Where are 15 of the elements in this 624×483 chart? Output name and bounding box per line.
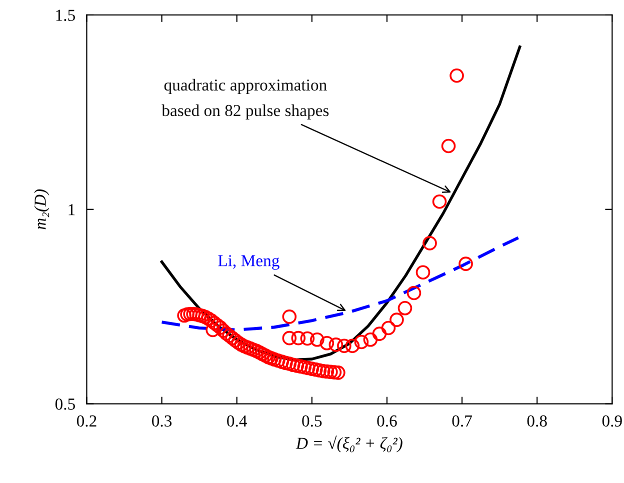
x-tick-label: 0.8 (527, 415, 547, 427)
x-tick-label: 0.5 (302, 415, 322, 427)
x-axis-title: D = √(ξ₀² + ζ₀²) (296, 436, 402, 452)
x-tick-label: 0.6 (377, 415, 397, 427)
x-tick-label: 0.3 (152, 415, 172, 427)
y-tick-label: 1 (68, 204, 75, 216)
x-tick-label: 0.9 (602, 415, 622, 427)
x-tick-label: 0.2 (76, 415, 96, 427)
y-axis-title: m₂(D) (34, 189, 50, 230)
x-tick-label: 0.4 (227, 415, 248, 427)
text: Li, Meng (218, 255, 280, 270)
x-tick-label: 0.7 (452, 415, 472, 427)
text: quadratic approximation based on 82 pulse shapes (162, 78, 329, 120)
y-tick-label: 0.5 (55, 398, 75, 410)
y-tick-label: 1.5 (56, 10, 75, 21)
